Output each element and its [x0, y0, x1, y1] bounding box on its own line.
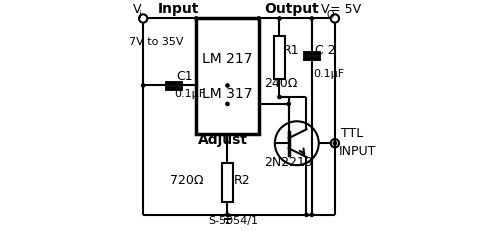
Circle shape	[277, 95, 281, 99]
Circle shape	[194, 17, 197, 20]
Text: R2: R2	[233, 174, 249, 187]
Text: 0.1μF: 0.1μF	[312, 69, 343, 79]
FancyArrowPatch shape	[299, 149, 303, 154]
Text: V: V	[320, 3, 329, 16]
Bar	[222, 163, 232, 202]
Circle shape	[141, 84, 145, 87]
Text: 240Ω: 240Ω	[264, 77, 297, 90]
Text: C 2: C 2	[315, 44, 335, 57]
Text: S-5054/1: S-5054/1	[208, 216, 257, 226]
Text: i: i	[138, 10, 141, 20]
Circle shape	[226, 102, 228, 106]
Text: 2N2219: 2N2219	[264, 156, 313, 169]
Text: 0.1μF: 0.1μF	[174, 88, 205, 99]
Text: 7V to 35V: 7V to 35V	[129, 36, 183, 47]
Bar	[196, 18, 258, 134]
Text: TTL: TTL	[340, 128, 362, 140]
Circle shape	[277, 17, 281, 20]
Text: V: V	[133, 3, 141, 16]
Text: LM 317: LM 317	[202, 87, 252, 100]
Text: R1: R1	[282, 44, 299, 57]
Circle shape	[226, 84, 228, 87]
Text: 720Ω: 720Ω	[169, 174, 203, 187]
Text: = 5V: = 5V	[329, 3, 360, 16]
Circle shape	[257, 17, 260, 20]
Text: INPUT: INPUT	[338, 145, 376, 158]
Text: Input: Input	[158, 2, 199, 16]
Text: C1: C1	[176, 70, 193, 83]
Circle shape	[304, 213, 307, 216]
Bar	[274, 36, 284, 79]
Circle shape	[333, 142, 336, 145]
Text: O: O	[325, 10, 333, 20]
Circle shape	[287, 102, 290, 106]
Circle shape	[226, 213, 228, 216]
Circle shape	[310, 213, 313, 216]
Text: Output: Output	[264, 2, 318, 16]
Text: Adjust: Adjust	[197, 133, 247, 147]
Circle shape	[310, 17, 313, 20]
Text: LM 217: LM 217	[202, 52, 252, 66]
